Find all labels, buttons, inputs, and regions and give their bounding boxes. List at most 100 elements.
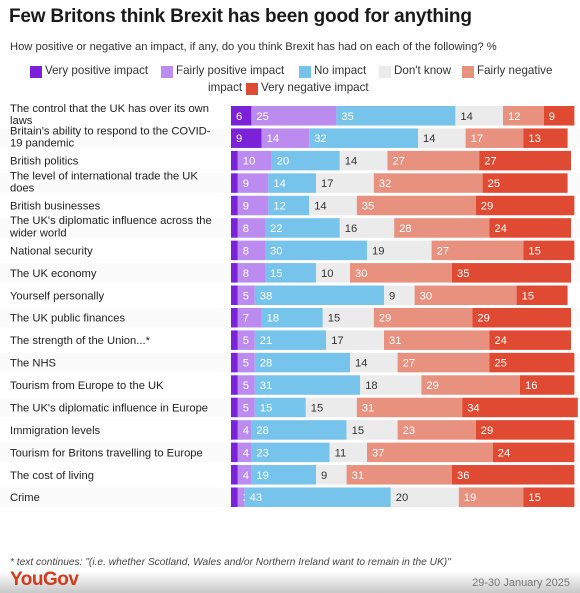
data-label-no-impact: 28 xyxy=(260,358,272,370)
category-label: The UK's diplomatic influence across the… xyxy=(9,215,212,239)
data-label-no-impact: 35 xyxy=(341,111,353,123)
data-label-fairly-positive-impact: 8 xyxy=(243,223,249,235)
bar-very-negative-impact xyxy=(489,330,571,350)
bar-no-impact xyxy=(251,420,347,440)
legend-label-very-positive: Very positive impact xyxy=(45,64,149,77)
bar-no-impact xyxy=(309,128,418,148)
data-label-no-impact: 28 xyxy=(256,425,268,437)
data-label-don-t-know: 14 xyxy=(460,111,472,123)
data-label-very-negative-impact: 29 xyxy=(481,201,493,213)
bar-very-positive-impact xyxy=(231,465,238,485)
category-label: Britain's ability to respond to the COVI… xyxy=(10,125,211,149)
data-label-very-negative-impact: 13 xyxy=(528,133,540,145)
bar-very-positive-impact xyxy=(231,375,238,395)
bar-very-positive-impact xyxy=(231,218,238,238)
data-label-fairly-negative-impact: 29 xyxy=(426,380,438,392)
data-label-fairly-positive-impact: 9 xyxy=(243,201,249,213)
category-label: Crime xyxy=(10,492,40,504)
bar-don-t-know xyxy=(346,420,398,440)
bar-no-impact xyxy=(251,465,316,485)
bar-very-negative-impact xyxy=(475,420,575,440)
bar-fairly-negative-impact xyxy=(397,420,476,440)
category-label: The UK's diplomatic influence in Europe xyxy=(10,402,208,414)
data-label-fairly-negative-impact: 30 xyxy=(420,290,432,302)
data-label-very-negative-impact: 29 xyxy=(477,313,489,325)
bar-very-negative-impact xyxy=(475,195,575,216)
bar-very-negative-impact xyxy=(520,375,575,395)
category-label: British businesses xyxy=(10,201,101,213)
data-label-fairly-negative-impact: 27 xyxy=(403,358,415,370)
bar-fairly-negative-impact xyxy=(356,195,476,216)
bar-don-t-know xyxy=(329,442,367,463)
legend-label-no-impact: No impact xyxy=(314,64,367,77)
data-label-don-t-know: 14 xyxy=(314,201,326,213)
data-label-no-impact: 30 xyxy=(270,245,282,257)
bar-don-t-know xyxy=(360,375,422,395)
bar-very-positive-impact xyxy=(231,263,238,283)
bar-fairly-negative-impact xyxy=(373,173,483,193)
data-label-fairly-positive-impact: 4 xyxy=(243,425,249,437)
bar-no-impact xyxy=(336,106,456,126)
yougov-logo: YouGov xyxy=(10,569,79,590)
data-label-fairly-negative-impact: 27 xyxy=(437,245,449,257)
category-label: The UK public finances xyxy=(10,313,125,325)
data-label-fairly-positive-impact: 7 xyxy=(243,313,249,325)
bar-fairly-positive-impact xyxy=(237,442,252,463)
data-label-very-negative-impact: 25 xyxy=(494,358,506,370)
bar-fairly-negative-impact xyxy=(465,128,524,148)
data-label-fairly-positive-impact: 4 xyxy=(243,470,249,482)
bar-no-impact xyxy=(265,263,316,283)
bar-fairly-positive-impact xyxy=(261,128,310,148)
data-label-no-impact: 22 xyxy=(270,223,282,235)
data-label-fairly-positive-impact: 10 xyxy=(243,156,255,168)
data-label-no-impact: 15 xyxy=(270,268,282,280)
bar-don-t-know xyxy=(316,465,347,485)
data-label-very-negative-impact: 15 xyxy=(522,290,534,302)
data-label-very-positive-impact: 6 xyxy=(236,111,242,123)
bar-very-negative-impact xyxy=(462,397,578,418)
data-label-very-negative-impact: 24 xyxy=(498,447,510,459)
data-label-fairly-negative-impact: 37 xyxy=(372,447,384,459)
bar-fairly-positive-impact xyxy=(237,150,272,171)
bar-fairly-positive-impact xyxy=(237,465,252,485)
category-label: Tourism for Britons travelling to Europe xyxy=(10,447,203,459)
bar-very-positive-impact xyxy=(231,128,262,148)
data-label-no-impact: 38 xyxy=(260,290,272,302)
bar-fairly-negative-impact xyxy=(397,352,490,373)
bar-fairly-positive-impact xyxy=(237,195,269,216)
bar-fairly-positive-impact xyxy=(237,263,265,283)
bar-fairly-negative-impact xyxy=(394,218,490,238)
data-label-fairly-negative-impact: 23 xyxy=(403,425,415,437)
legend-label-dont-know: Don't know xyxy=(394,64,451,77)
bar-don-t-know xyxy=(384,285,415,306)
bar-fairly-positive-impact xyxy=(237,487,245,507)
data-label-no-impact: 14 xyxy=(273,178,285,190)
bar-very-negative-impact xyxy=(523,240,575,261)
data-label-fairly-positive-impact: 5 xyxy=(243,290,249,302)
bar-very-positive-impact xyxy=(231,285,238,306)
data-label-very-negative-impact: 36 xyxy=(457,470,469,482)
bar-very-negative-impact xyxy=(489,218,571,238)
bar-don-t-know xyxy=(390,487,459,507)
data-label-fairly-positive-impact: 5 xyxy=(243,402,249,414)
data-label-fairly-negative-impact: 12 xyxy=(508,111,520,123)
bar-don-t-know xyxy=(350,352,398,373)
category-label: The strength of the Union...* xyxy=(10,335,151,347)
bar-don-t-know xyxy=(316,263,350,283)
bar-don-t-know xyxy=(418,128,466,148)
data-label-don-t-know: 18 xyxy=(365,380,377,392)
data-label-no-impact: 32 xyxy=(314,133,326,145)
data-label-no-impact: 19 xyxy=(256,470,268,482)
category-label: The UK economy xyxy=(10,268,97,280)
data-label-very-negative-impact: 15 xyxy=(528,492,540,504)
legend-swatch-no-impact xyxy=(299,66,311,78)
bar-no-impact xyxy=(261,307,323,328)
bar-very-positive-impact xyxy=(231,420,238,440)
data-label-very-negative-impact: 16 xyxy=(525,380,537,392)
bar-no-impact xyxy=(254,397,306,418)
data-label-fairly-negative-impact: 31 xyxy=(362,402,374,414)
data-label-don-t-know: 11 xyxy=(335,447,347,459)
bar-fairly-negative-impact xyxy=(350,263,452,283)
bar-very-positive-impact xyxy=(231,442,238,463)
data-label-don-t-know: 10 xyxy=(321,268,333,280)
